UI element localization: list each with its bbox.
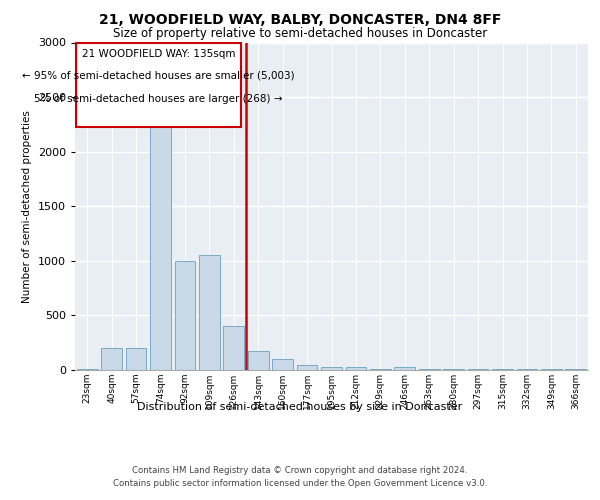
Y-axis label: Number of semi-detached properties: Number of semi-detached properties [22,110,32,302]
Bar [175,261,196,370]
Text: Size of property relative to semi-detached houses in Doncaster: Size of property relative to semi-detach… [113,28,487,40]
Text: Distribution of semi-detached houses by size in Doncaster: Distribution of semi-detached houses by … [137,402,463,412]
Bar [321,366,342,370]
Bar [272,359,293,370]
Text: 21, WOODFIELD WAY, BALBY, DONCASTER, DN4 8FF: 21, WOODFIELD WAY, BALBY, DONCASTER, DN4… [99,12,501,26]
Bar [101,348,122,370]
Text: 21 WOODFIELD WAY: 135sqm: 21 WOODFIELD WAY: 135sqm [82,49,235,59]
Text: 5% of semi-detached houses are larger (268) →: 5% of semi-detached houses are larger (2… [34,94,283,104]
Text: ← 95% of semi-detached houses are smaller (5,003): ← 95% of semi-detached houses are smalle… [22,71,295,81]
Bar [223,326,244,370]
Bar [150,114,171,370]
Bar [248,351,269,370]
Bar [125,348,146,370]
Bar [394,368,415,370]
Bar [296,364,317,370]
Text: Contains public sector information licensed under the Open Government Licence v3: Contains public sector information licen… [113,479,487,488]
Text: Contains HM Land Registry data © Crown copyright and database right 2024.: Contains HM Land Registry data © Crown c… [132,466,468,475]
Bar [346,366,367,370]
Bar [199,256,220,370]
FancyBboxPatch shape [76,42,241,126]
